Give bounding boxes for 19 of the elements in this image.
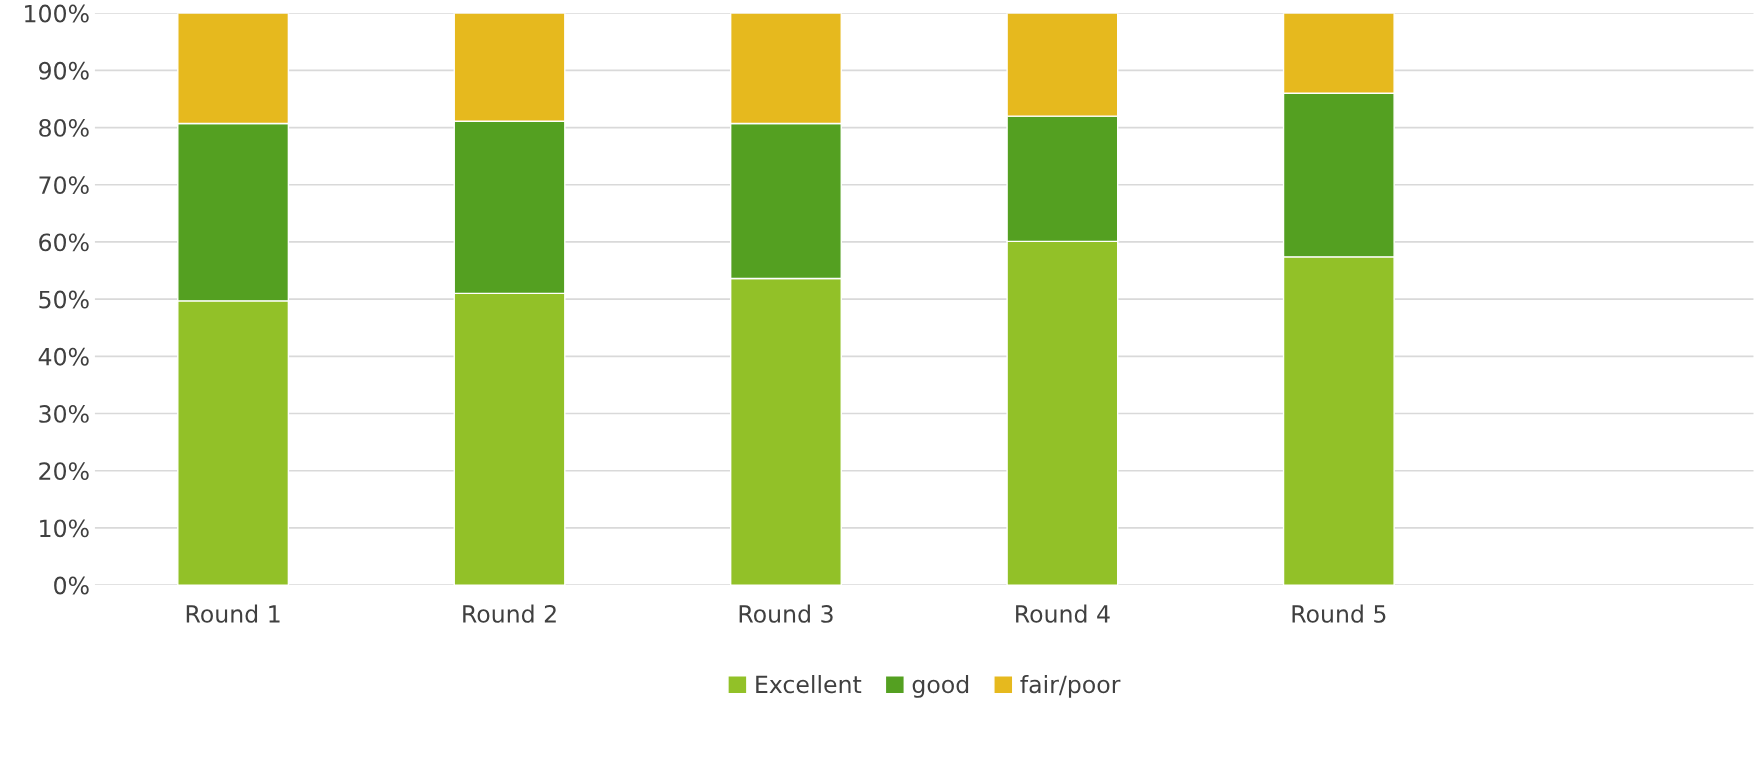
y-tick-label: 60% [39, 233, 89, 252]
y-tick-label: 40% [38, 347, 89, 366]
y-tick-label: 0% [54, 576, 89, 595]
x-tick-label: Round 3 [739, 604, 833, 623]
y-tick-label: 20% [39, 462, 89, 481]
y-tick-label: 90% [39, 61, 89, 80]
y-tick-label: 100% [25, 4, 89, 23]
y-tick-label: 30% [39, 404, 89, 423]
x-tick-label: Round 4 [1016, 604, 1110, 623]
y-tick-label: 70% [39, 176, 89, 195]
legend-label: fair/poor [1020, 675, 1121, 698]
legend-label: Excellent [756, 675, 862, 694]
y-tick-label: 80% [39, 119, 89, 137]
x-tick-label: Round 5 [1292, 604, 1386, 623]
legend-label: good [912, 675, 969, 698]
x-tick-label: Round 1 [186, 604, 280, 623]
x-tick-label: Round 2 [463, 604, 556, 623]
y-tick-label: 50% [39, 290, 89, 309]
y-tick-label: 10% [40, 519, 89, 538]
